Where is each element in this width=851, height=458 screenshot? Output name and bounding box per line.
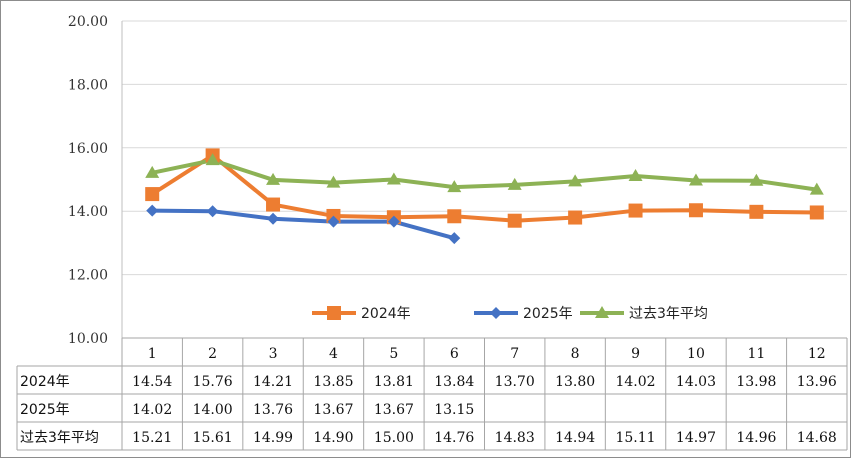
legend-label: 过去3年平均	[629, 306, 708, 322]
data-point	[386, 172, 401, 185]
table-cell: 14.02	[132, 402, 172, 418]
category-label: 7	[510, 346, 519, 362]
series-line-1	[152, 208, 455, 241]
table-cell: 14.00	[193, 402, 233, 418]
y-tick-label: 12.00	[68, 268, 108, 284]
data-point	[447, 180, 462, 193]
data-point	[266, 197, 281, 212]
category-label: 11	[747, 346, 765, 362]
table-cell: 14.68	[797, 430, 837, 446]
table-cell: 13.85	[313, 374, 353, 390]
y-tick-label: 18.00	[68, 77, 108, 93]
data-point	[688, 203, 703, 218]
data-point	[628, 169, 643, 182]
data-point	[447, 209, 462, 224]
series-line-0	[151, 153, 817, 223]
legend-label: 2025年	[523, 306, 573, 322]
legend-label: 2024年	[361, 306, 411, 322]
y-tick-label: 16.00	[68, 141, 108, 157]
data-point	[507, 177, 522, 190]
legend-marker	[490, 307, 502, 319]
category-label: 9	[631, 346, 640, 362]
table-cell: 13.15	[434, 402, 474, 418]
table-cell: 14.90	[313, 430, 353, 446]
data-point	[206, 205, 219, 218]
table-row-header: 2025年	[20, 402, 70, 418]
data-point	[387, 215, 400, 228]
data-point	[688, 173, 703, 186]
category-label: 2	[208, 346, 217, 362]
legend-marker	[327, 306, 341, 320]
legend-marker	[595, 306, 609, 318]
category-label: 3	[269, 346, 278, 362]
data-point	[205, 153, 220, 166]
category-label: 12	[808, 346, 826, 362]
table-cell: 15.61	[193, 430, 233, 446]
data-point	[749, 204, 764, 219]
data-point	[145, 187, 160, 202]
data-point	[809, 205, 824, 220]
table-row-header: 2024年	[20, 374, 70, 390]
category-label: 4	[329, 346, 338, 362]
data-point	[146, 204, 159, 217]
table-cell: 13.81	[374, 374, 414, 390]
table-row-header: 过去3年平均	[20, 430, 99, 446]
table-cell: 13.84	[434, 374, 474, 390]
table-cell: 14.99	[253, 430, 293, 446]
series-line-2	[151, 158, 818, 192]
y-tick-label: 14.00	[68, 204, 108, 220]
category-label: 8	[571, 346, 580, 362]
data-point	[749, 173, 764, 186]
category-label: 10	[687, 346, 705, 362]
table-cell: 13.70	[495, 374, 535, 390]
data-point	[267, 212, 280, 225]
data-point	[448, 232, 461, 245]
table-cell: 14.21	[253, 374, 293, 390]
table-cell: 15.11	[615, 430, 655, 446]
legend: 2024年 2025年 过去3年平均	[312, 306, 708, 322]
table-cell: 14.03	[676, 374, 716, 390]
table-cell: 14.97	[676, 430, 716, 446]
table-cell: 15.21	[132, 430, 172, 446]
table-cell: 15.00	[374, 430, 414, 446]
category-label: 5	[389, 346, 398, 362]
table-cell: 13.67	[374, 402, 414, 418]
data-point	[266, 172, 281, 185]
category-label: 6	[450, 346, 459, 362]
table-cell: 14.54	[132, 374, 172, 390]
table-cell: 13.76	[253, 402, 293, 418]
data-point	[507, 213, 522, 228]
table-cell: 15.76	[193, 374, 233, 390]
data-point	[568, 174, 583, 187]
grid-layer: 20.00 18.00 16.00 14.00 12.00 10.00	[68, 14, 847, 347]
table-cell: 14.02	[615, 374, 655, 390]
data-point	[628, 203, 643, 218]
data-point	[326, 175, 341, 188]
data-point	[809, 182, 824, 195]
table-cell: 13.80	[555, 374, 595, 390]
table-cell: 13.67	[313, 402, 353, 418]
table-cell: 14.94	[555, 430, 595, 446]
y-tick-label: 10.00	[68, 331, 108, 347]
series-layer	[145, 148, 824, 245]
category-label: 1	[148, 346, 157, 362]
table-cell: 14.83	[495, 430, 535, 446]
data-point	[145, 165, 160, 178]
table-cell: 14.96	[736, 430, 776, 446]
table-cell: 14.76	[434, 430, 474, 446]
y-tick-label: 20.00	[68, 14, 108, 30]
data-point	[568, 210, 583, 225]
data-point	[327, 215, 340, 228]
table-cell: 13.96	[797, 374, 837, 390]
table-cell: 13.98	[736, 374, 776, 390]
